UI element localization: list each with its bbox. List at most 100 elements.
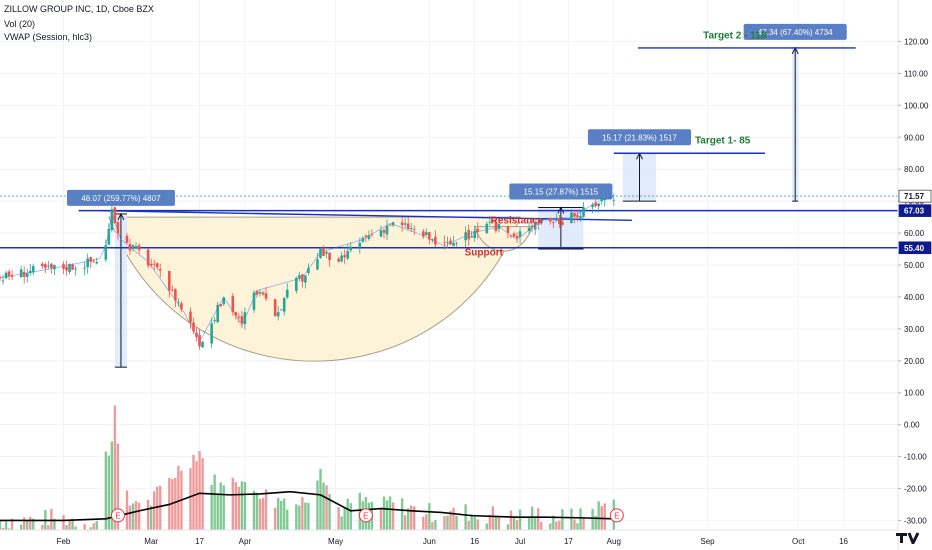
candle-body [576,215,579,218]
volume-bar [358,492,362,530]
volume-bar [240,481,244,530]
price-tick-label: 120.00 [904,38,929,47]
volume-bar [349,503,352,530]
candle-body [612,199,616,201]
candle-body [434,236,437,245]
volume-bar [509,510,513,530]
earnings-marker: E [358,508,373,523]
measure-arrowhead [557,206,565,214]
candle-body [71,264,74,270]
measure-4: 47.34 (67.40%) 4734 [743,23,847,202]
price-tick-label: 30.00 [904,325,925,334]
volume-bar [385,500,389,530]
volume-bar [1,527,5,530]
candle-body [364,235,368,237]
volume-bar [216,493,219,530]
candle-body [491,220,495,222]
volume-bar [434,520,437,530]
volume-bar [573,519,576,530]
candle-body [201,341,204,348]
volume-bar [149,505,153,530]
candle-body [358,242,362,248]
measure-label-bg [743,23,847,40]
candle-body [497,224,501,229]
volume-bar [512,516,516,530]
volume-bar [213,474,216,530]
candle-body [449,240,452,245]
candle-body [319,248,322,258]
candle-body [443,242,446,244]
volume-bar [322,482,325,530]
volume-bar [210,485,213,530]
volume-bar [50,508,53,530]
candle-body [328,252,331,261]
price-tick-label: 80.00 [904,165,925,174]
candle-body [476,228,480,233]
volume-bar [7,528,11,530]
candle-body [558,217,561,224]
candle-body [25,273,29,277]
candle-body [53,265,56,270]
candle-body [222,297,226,305]
measure-label: 48.07 (259.77%) 4807 [81,194,161,203]
measure-label: 15.15 (27.87%) 1515 [524,188,599,197]
candle-body [195,332,198,337]
time-tick-label: Oct [792,537,805,546]
price-axis-bg [898,0,932,550]
measure-label: 47.34 (67.40%) 4734 [758,28,833,37]
measure-label-bg [66,189,175,206]
candle-body [452,243,455,246]
volume-bar [570,508,573,530]
candle-body [428,232,431,240]
volume-bar [107,455,111,530]
volume-bar [304,502,307,530]
measure-3: 15.17 (21.83%) 1517 [587,129,692,202]
candle-body [385,225,389,235]
volume-bar [413,506,416,530]
price-tick-label: 50.00 [904,261,925,270]
volume-bar [131,503,135,530]
volume-legend: Vol (20) [4,19,36,29]
volume-bar [319,468,322,530]
candle-body [174,289,177,301]
volume-bar [137,502,141,530]
volume-bar [497,516,501,530]
candle-body [316,259,319,270]
candle-body [600,199,603,202]
volume-bar [452,507,455,530]
volume-bar [146,499,150,530]
candle-body [421,231,425,237]
volume-bar [494,515,498,530]
measure-label-bg [587,129,692,146]
volume-bar [219,482,222,530]
volume-bar [231,477,235,530]
volume-bar [255,492,259,530]
volume-bar [488,514,492,530]
candle-body [509,235,513,237]
volume-bar [491,506,495,530]
volume-bar [467,520,470,530]
candle-body [171,289,174,291]
earnings-marker: E [110,508,125,523]
volume-bar [22,517,26,530]
volume-bar [116,443,120,530]
volume-bar [506,524,510,530]
handle-pattern [474,226,533,252]
candle-body [603,199,607,201]
volume-bar [561,509,564,530]
candle-body [591,204,594,208]
candle-body [473,230,477,239]
volume-bar [576,523,579,530]
candlesticks [0,193,616,350]
volume-bar [325,485,328,530]
candle-body [89,257,93,262]
volume-bar [273,507,277,530]
candle-body [370,233,374,235]
candle-body [382,229,386,233]
candle-body [65,266,68,271]
candle-body [298,275,301,279]
candle-body [231,296,235,313]
volume-bar [558,520,561,530]
candle-body [255,290,259,295]
